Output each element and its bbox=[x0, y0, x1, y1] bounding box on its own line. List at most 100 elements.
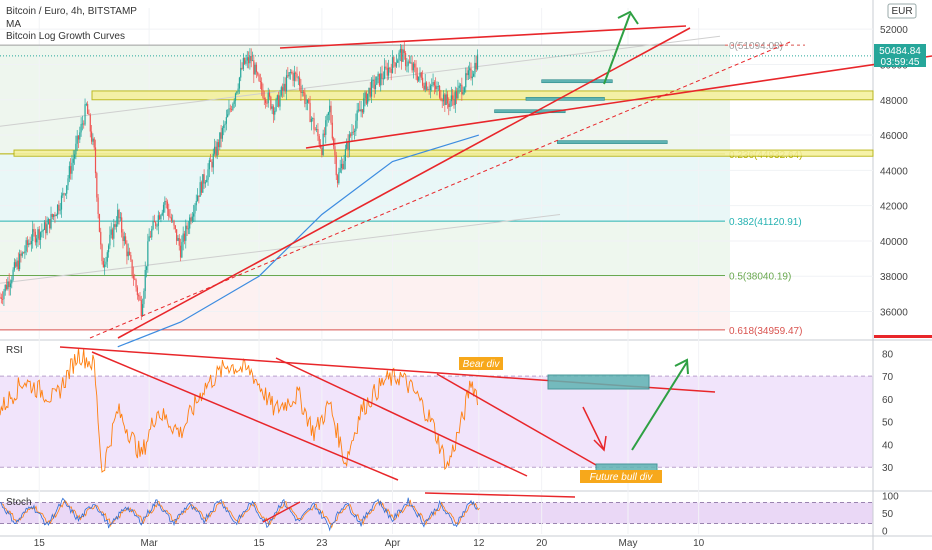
candle-body bbox=[88, 114, 90, 115]
candle-body bbox=[288, 72, 290, 77]
candle-body bbox=[398, 52, 400, 61]
growth-curve-lower bbox=[0, 213, 561, 284]
candle-body bbox=[55, 215, 57, 217]
candle-body bbox=[440, 97, 442, 101]
stoch-trend-line-2 bbox=[424, 492, 576, 498]
stoch-k-line bbox=[0, 497, 478, 532]
candle-body bbox=[213, 146, 216, 154]
candle-body bbox=[374, 84, 377, 89]
candle-body bbox=[360, 109, 362, 112]
candle-body bbox=[168, 209, 170, 217]
candle-body bbox=[194, 205, 196, 214]
candle-body bbox=[2, 298, 4, 300]
candle-body bbox=[461, 84, 463, 95]
candle-body bbox=[0, 297, 1, 299]
candle-body bbox=[28, 243, 30, 245]
candle-body bbox=[367, 93, 369, 104]
candle-body bbox=[68, 166, 70, 179]
candle-body bbox=[465, 73, 467, 88]
candle-body bbox=[249, 56, 251, 64]
candle-body bbox=[162, 204, 165, 213]
candle-body bbox=[190, 217, 192, 221]
candle-body bbox=[125, 236, 127, 244]
candle-body bbox=[241, 67, 243, 69]
candle-body bbox=[98, 214, 101, 232]
candle-body bbox=[373, 80, 375, 89]
candle-body bbox=[300, 85, 302, 93]
candle-body bbox=[394, 62, 396, 67]
candle-body bbox=[412, 63, 415, 71]
candle-body bbox=[198, 195, 200, 197]
candle-body bbox=[13, 262, 15, 270]
candle-body bbox=[70, 166, 72, 174]
candle-body bbox=[245, 60, 247, 64]
candle-body bbox=[454, 91, 456, 106]
candle-body bbox=[425, 82, 428, 90]
candle-body bbox=[220, 132, 222, 139]
candle-body bbox=[25, 240, 27, 252]
candle-body bbox=[159, 215, 161, 220]
currency-badge[interactable] bbox=[887, 3, 917, 19]
wedge-top-line bbox=[279, 25, 687, 49]
candle-body bbox=[297, 77, 299, 79]
candle-body bbox=[344, 148, 346, 161]
growth-curve-upper bbox=[0, 35, 721, 127]
candle-body bbox=[357, 109, 360, 111]
candle-body bbox=[56, 204, 59, 216]
candle-body bbox=[463, 87, 466, 93]
candle-body bbox=[356, 110, 358, 121]
target-levels bbox=[494, 79, 668, 144]
candle-body bbox=[77, 135, 80, 140]
candle-body bbox=[355, 120, 357, 131]
candle-body bbox=[45, 222, 47, 234]
candle-body bbox=[104, 264, 106, 268]
candle-body bbox=[173, 220, 175, 226]
candle-body bbox=[406, 65, 408, 67]
candle-body bbox=[350, 134, 352, 136]
candle-body bbox=[473, 73, 475, 77]
candle-body bbox=[97, 197, 99, 215]
candle-body bbox=[66, 185, 68, 194]
candle-body bbox=[182, 233, 184, 243]
candle-body bbox=[353, 130, 356, 132]
candle-body bbox=[253, 60, 255, 75]
candle-body bbox=[433, 82, 435, 86]
candle-body bbox=[280, 87, 282, 96]
candle-body bbox=[142, 304, 144, 316]
candle-body bbox=[73, 154, 76, 159]
candle-body bbox=[327, 112, 329, 115]
candle-body bbox=[436, 86, 438, 90]
candle-body bbox=[302, 92, 305, 93]
candle-body bbox=[72, 158, 74, 163]
bear-div-label: Bear div bbox=[463, 359, 501, 370]
candle-body bbox=[229, 108, 231, 110]
candle-body bbox=[415, 67, 417, 76]
candle-body bbox=[117, 209, 119, 225]
candle-body bbox=[329, 105, 331, 113]
candle-body bbox=[246, 57, 248, 61]
candle-body bbox=[448, 103, 450, 108]
candle-body bbox=[445, 94, 447, 106]
candle-body bbox=[321, 147, 323, 155]
candle-body bbox=[342, 163, 344, 170]
candle-body bbox=[37, 229, 39, 239]
candle-body bbox=[444, 94, 446, 106]
fib-label: 0(51094.08) bbox=[729, 41, 783, 52]
candle-body bbox=[470, 68, 472, 79]
fibonacci-levels: 0(51094.08)0.236(44932.64)0.382(41120.91… bbox=[0, 41, 805, 337]
candle-body bbox=[114, 224, 116, 227]
red-level-marker bbox=[874, 335, 932, 338]
candle-body bbox=[132, 275, 135, 279]
bull-div-label: Future bull div bbox=[590, 472, 654, 483]
candle-body bbox=[170, 217, 172, 221]
candle-body bbox=[81, 123, 84, 125]
candle-body bbox=[284, 83, 286, 92]
candle-body bbox=[274, 110, 276, 115]
price-tick-label: 40000 bbox=[880, 237, 908, 248]
candle-body bbox=[12, 269, 14, 280]
candle-body bbox=[20, 253, 22, 256]
candle-body bbox=[372, 80, 374, 81]
candle-body bbox=[236, 91, 238, 94]
time-tick-label: 10 bbox=[693, 538, 705, 549]
